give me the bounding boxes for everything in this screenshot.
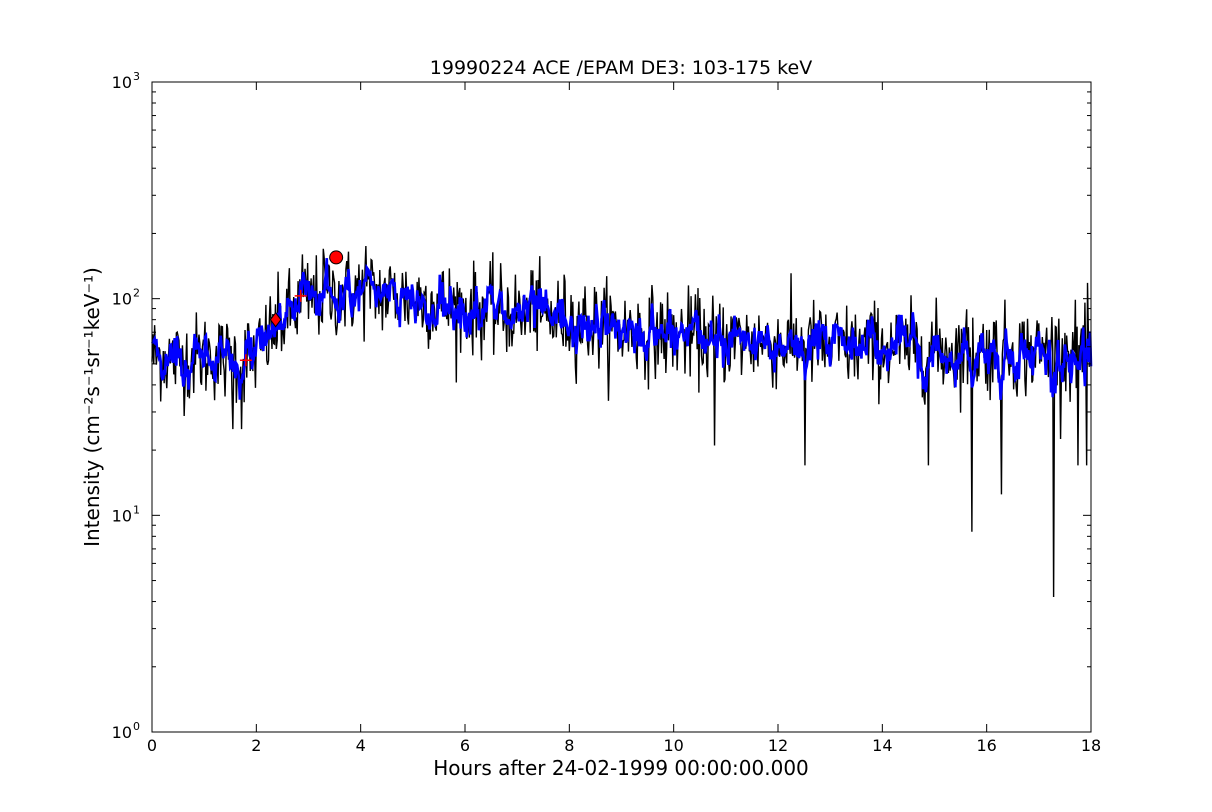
series-blue-line [151,258,1093,400]
y-tick-label-exponent: 1 [133,503,140,516]
x-tick-label: 4 [356,736,366,755]
y-axis-label: Intensity (cm⁻²s⁻¹sr⁻¹keV⁻¹) [80,267,104,547]
x-tick-label: 10 [663,736,683,755]
marker-plus [239,354,252,367]
x-tick-label: 0 [147,736,157,755]
marker-diamond [269,311,282,328]
y-tick-label: 10 [112,506,132,525]
y-tick-label: 10 [112,723,132,742]
tick-layer [151,81,1092,733]
x-tick-label: 18 [1081,736,1101,755]
x-tick-label: 2 [251,736,261,755]
y-tick-label-exponent: 0 [133,720,140,733]
y-tick-label-exponent: 3 [133,70,140,83]
marker-circle [329,250,344,265]
y-tick-label: 10 [112,73,132,92]
y-tick-label-exponent: 2 [133,287,140,300]
marker-plus [294,289,307,302]
plot-frame [151,81,1092,733]
y-tick-label: 10 [112,290,132,309]
x-tick-label: 16 [976,736,996,755]
marker-layer [239,250,344,367]
x-tick-label: 12 [768,736,788,755]
x-tick-label: 8 [564,736,574,755]
x-tick-label: 14 [872,736,892,755]
x-tick-label: 6 [460,736,470,755]
series-layer [151,245,1093,597]
plot-area [152,82,1091,732]
x-axis-label: Hours after 24-02-1999 00:00:00.000 [433,756,809,780]
chart-title: 19990224 ACE /EPAM DE3: 103-175 keV [430,57,812,79]
